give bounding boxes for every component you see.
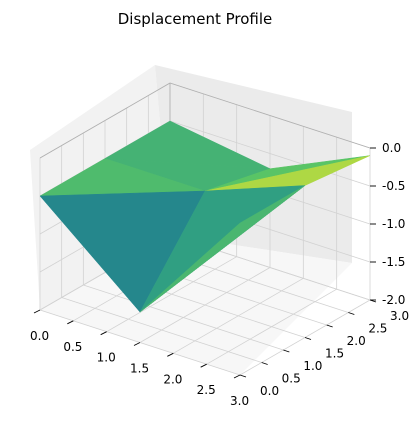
y-tick-mark	[348, 312, 355, 315]
y-axis-ticks: 0.00.51.01.52.02.53.0	[239, 299, 409, 398]
x-tick-label: 1.5	[130, 362, 149, 376]
y-tick-label: 2.5	[368, 322, 387, 336]
y-tick-label: 0.5	[282, 372, 301, 386]
x-tick-mark	[200, 363, 207, 368]
back-grid-z	[169, 120, 371, 187]
y-tick-mark	[304, 337, 312, 340]
x-tick-mark	[33, 309, 41, 314]
z-axis-ticks: 0.0 -0.5 -1.0 -1.5 -2.0	[370, 141, 405, 307]
y-tick-mark	[261, 362, 268, 365]
x-tick-label: 1.0	[97, 351, 116, 365]
surface-facet	[139, 185, 306, 313]
edge	[39, 82, 171, 159]
y-tick-mark	[283, 349, 290, 353]
x-tick-mark	[133, 342, 141, 346]
x-tick-label: 0.5	[63, 340, 82, 354]
x-tick-label: 3.0	[230, 394, 249, 408]
x-axis-ticks: 0.0 0.5 1.0 1.5 2.0 2.5 3.0	[30, 309, 249, 408]
y-tick-label: 0.0	[260, 384, 279, 398]
z-tick-label: -1.0	[382, 217, 405, 231]
z-tick-label: -2.0	[382, 293, 405, 307]
x-tick-mark	[67, 320, 74, 325]
z-tick-label: 0.0	[382, 141, 401, 155]
y-tick-mark	[239, 374, 247, 378]
y-tick-label: 2.0	[347, 334, 366, 348]
x-tick-label: 2.5	[197, 383, 216, 397]
x-tick-mark	[167, 352, 174, 357]
edge	[169, 82, 371, 149]
y-tick-label: 1.0	[303, 359, 322, 373]
chart-title: Displacement Profile	[118, 10, 273, 28]
y-tick-mark	[326, 324, 333, 328]
surface	[39, 120, 371, 313]
x-tick-mark	[233, 374, 241, 379]
x-tick-label: 0.0	[30, 329, 49, 343]
z-tick-label: -0.5	[382, 179, 405, 193]
x-tick-label: 2.0	[163, 372, 182, 386]
x-tick-mark	[100, 331, 107, 336]
y-tick-label: 3.0	[390, 309, 409, 323]
z-tick-label: -1.5	[382, 255, 405, 269]
y-tick-label: 1.5	[325, 347, 344, 361]
